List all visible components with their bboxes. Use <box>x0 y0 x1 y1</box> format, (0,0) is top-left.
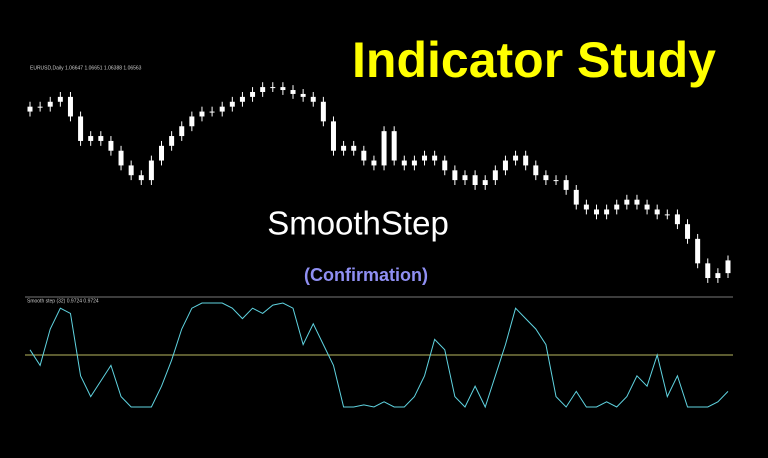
candle-body <box>88 136 94 141</box>
price-label: EURUSD,Daily 1.06647 1.06651 1.06388 1.0… <box>30 65 142 71</box>
candle-body <box>361 150 367 161</box>
candle-body <box>432 155 438 161</box>
candle-body <box>148 160 154 181</box>
candle-body <box>159 145 165 161</box>
candle-body <box>533 165 539 176</box>
candle-body <box>654 209 660 215</box>
candle-body <box>553 180 559 182</box>
candle-body <box>341 145 347 151</box>
candle-body <box>67 96 73 117</box>
candle-body <box>310 96 316 102</box>
candle-body <box>239 96 245 102</box>
candle-body <box>502 160 508 171</box>
candle-body <box>583 204 589 210</box>
candle-body <box>78 116 84 141</box>
candle-body <box>270 87 276 89</box>
candle-body <box>108 140 114 151</box>
candle-body <box>260 87 266 92</box>
candle-body <box>401 160 407 166</box>
candle-body <box>725 260 731 274</box>
candle-body <box>543 175 549 181</box>
candle-body <box>391 131 397 161</box>
candle-body <box>705 263 711 279</box>
candle-body <box>573 189 579 205</box>
candle-body <box>492 170 498 181</box>
candle-body <box>634 199 640 205</box>
candle-body <box>604 209 610 215</box>
candle-body <box>482 180 488 186</box>
candle-body <box>593 209 599 215</box>
subtitle: SmoothStep <box>267 205 449 242</box>
candle-body <box>411 160 417 166</box>
candle-body <box>37 106 43 108</box>
candle-body <box>219 106 225 112</box>
candle-body <box>27 106 33 112</box>
candle-body <box>685 224 691 239</box>
candle-body <box>209 111 215 113</box>
candle-body <box>523 155 529 166</box>
candle-body <box>695 238 701 264</box>
candle-body <box>381 131 387 166</box>
candle-body <box>118 150 124 166</box>
candle-body <box>189 116 195 127</box>
title: Indicator Study <box>352 32 716 88</box>
candle-body <box>98 136 104 141</box>
candle-body <box>513 155 519 161</box>
candle-body <box>320 101 326 122</box>
candle-body <box>57 96 63 102</box>
candle-body <box>300 93 306 97</box>
candle-body <box>199 111 205 117</box>
candle-body <box>614 204 620 210</box>
candle-body <box>371 160 377 166</box>
candle-body <box>280 87 286 91</box>
candle-body <box>462 175 468 181</box>
candle-body <box>563 180 569 190</box>
candle-body <box>422 155 428 161</box>
candle-body <box>138 175 144 181</box>
candle-body <box>128 165 134 176</box>
candle-body <box>229 101 235 107</box>
candle-body <box>290 90 296 94</box>
candle-body <box>452 170 458 181</box>
indicator-line <box>29 302 729 409</box>
candle-body <box>624 199 630 205</box>
candle-body <box>330 121 336 151</box>
candle-body <box>442 160 448 171</box>
candle-body <box>179 126 185 137</box>
candle-body <box>351 145 357 151</box>
candle-body <box>472 175 478 186</box>
candle-body <box>664 214 670 216</box>
candle-body <box>674 214 680 225</box>
candle-body <box>47 101 53 107</box>
candle-body <box>644 204 650 210</box>
indicator-label: Smooth step (32) 0.9724 0.9724 <box>27 298 99 304</box>
candle-body <box>169 136 175 146</box>
candle-body <box>250 91 256 97</box>
candle-body <box>715 273 721 279</box>
note: (Confirmation) <box>304 265 428 285</box>
